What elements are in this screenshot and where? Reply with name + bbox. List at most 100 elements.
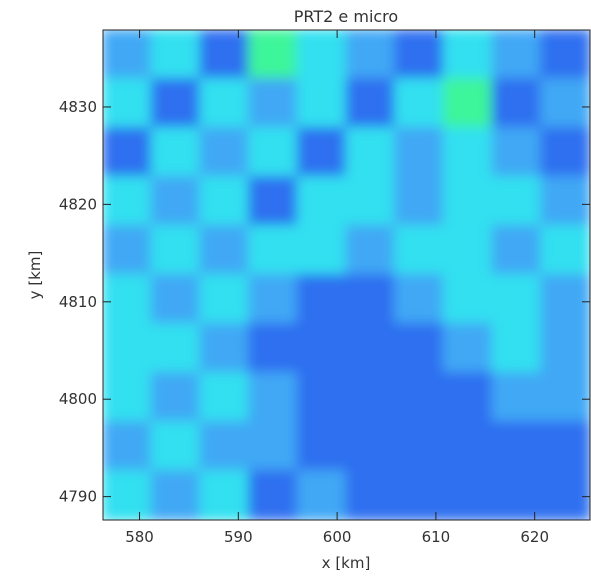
heatmap-cell bbox=[199, 30, 251, 80]
heatmap-cell bbox=[442, 30, 494, 80]
heatmap-cell bbox=[248, 225, 299, 276]
heatmap bbox=[103, 30, 590, 520]
heatmap-cell bbox=[248, 470, 299, 520]
heatmap-cell bbox=[103, 176, 153, 227]
y-tick-label: 4800 bbox=[59, 390, 97, 408]
heatmap-cell bbox=[103, 30, 153, 80]
heatmap-cell bbox=[150, 127, 202, 178]
heatmap-cell bbox=[394, 30, 445, 80]
heatmap-cell bbox=[442, 421, 494, 472]
heatmap-cell bbox=[150, 323, 202, 374]
heatmap-cell bbox=[103, 274, 153, 325]
heatmap-cell bbox=[150, 30, 202, 80]
heatmap-cell bbox=[199, 323, 251, 374]
heatmap-cell bbox=[248, 30, 299, 80]
heatmap-cell bbox=[296, 274, 348, 325]
x-tick-label: 590 bbox=[224, 528, 253, 546]
heatmap-cell bbox=[491, 274, 543, 325]
heatmap-cell bbox=[199, 372, 251, 423]
heatmap-cell bbox=[248, 421, 299, 472]
x-tick-label: 580 bbox=[125, 528, 154, 546]
heatmap-cell bbox=[103, 225, 153, 276]
heatmap-cell bbox=[540, 372, 590, 423]
heatmap-cell bbox=[248, 78, 299, 129]
heatmap-cell bbox=[150, 470, 202, 520]
heatmap-cell bbox=[296, 30, 348, 80]
heatmap-cell bbox=[248, 323, 299, 374]
heatmap-cell bbox=[150, 225, 202, 276]
heatmap-cell bbox=[103, 372, 153, 423]
chart-title: PRT2 e micro bbox=[294, 7, 398, 26]
heatmap-cell bbox=[540, 225, 590, 276]
heatmap-cell bbox=[491, 470, 543, 520]
heatmap-cell bbox=[345, 421, 397, 472]
heatmap-cell bbox=[199, 421, 251, 472]
heatmap-cell bbox=[540, 30, 590, 80]
heatmap-cell bbox=[345, 127, 397, 178]
heatmap-cell bbox=[394, 176, 445, 227]
y-tick-label: 4790 bbox=[59, 488, 97, 506]
heatmap-cell bbox=[345, 225, 397, 276]
heatmap-cell bbox=[345, 323, 397, 374]
heatmap-cell bbox=[296, 372, 348, 423]
heatmap-cell bbox=[394, 78, 445, 129]
heatmap-cell bbox=[103, 470, 153, 520]
heatmap-cell bbox=[491, 127, 543, 178]
heatmap-cell bbox=[540, 78, 590, 129]
heatmap-cell bbox=[442, 372, 494, 423]
x-tick-label: 620 bbox=[520, 528, 549, 546]
heatmap-cell bbox=[199, 225, 251, 276]
heatmap-cell bbox=[150, 176, 202, 227]
heatmap-cell bbox=[103, 127, 153, 178]
heatmap-cell bbox=[540, 274, 590, 325]
heatmap-cell bbox=[442, 127, 494, 178]
heatmap-cell bbox=[345, 78, 397, 129]
heatmap-cell bbox=[394, 127, 445, 178]
y-axis-label: y [km] bbox=[26, 251, 44, 300]
y-tick-label: 4830 bbox=[59, 98, 97, 116]
heatmap-cell bbox=[150, 274, 202, 325]
heatmap-cell bbox=[345, 30, 397, 80]
heatmap-cell bbox=[248, 274, 299, 325]
y-tick-label: 4810 bbox=[59, 293, 97, 311]
heatmap-cell bbox=[296, 470, 348, 520]
x-tick-label: 610 bbox=[422, 528, 451, 546]
heatmap-cell bbox=[296, 421, 348, 472]
heatmap-cell bbox=[150, 372, 202, 423]
heatmap-cell bbox=[248, 372, 299, 423]
heatmap-cell bbox=[103, 421, 153, 472]
heatmap-cell bbox=[442, 274, 494, 325]
heatmap-cell bbox=[199, 470, 251, 520]
heatmap-cell bbox=[248, 127, 299, 178]
heatmap-cell bbox=[491, 323, 543, 374]
heatmap-cell bbox=[394, 274, 445, 325]
heatmap-cell bbox=[394, 421, 445, 472]
heatmap-cell bbox=[345, 176, 397, 227]
heatmap-cell bbox=[345, 274, 397, 325]
heatmap-cell bbox=[540, 127, 590, 178]
heatmap-cell bbox=[345, 372, 397, 423]
heatmap-cell bbox=[296, 78, 348, 129]
heatmap-cell bbox=[491, 78, 543, 129]
heatmap-cell bbox=[442, 176, 494, 227]
heatmap-cell bbox=[394, 470, 445, 520]
heatmap-cell bbox=[394, 225, 445, 276]
heatmap-cell bbox=[442, 470, 494, 520]
heatmap-cell bbox=[442, 225, 494, 276]
heatmap-cell bbox=[150, 78, 202, 129]
x-axis-label: x [km] bbox=[322, 554, 371, 572]
heatmap-cell bbox=[394, 323, 445, 374]
heatmap-cell bbox=[540, 470, 590, 520]
heatmap-cell bbox=[394, 372, 445, 423]
heatmap-cell bbox=[248, 176, 299, 227]
heatmap-cell bbox=[296, 127, 348, 178]
heatmap-cell bbox=[199, 176, 251, 227]
heatmap-cell bbox=[491, 421, 543, 472]
heatmap-cell bbox=[199, 274, 251, 325]
heatmap-cell bbox=[296, 176, 348, 227]
heatmap-cell bbox=[103, 78, 153, 129]
heatmap-cell bbox=[491, 372, 543, 423]
plot-frame bbox=[102, 29, 591, 521]
heatmap-cell bbox=[150, 421, 202, 472]
